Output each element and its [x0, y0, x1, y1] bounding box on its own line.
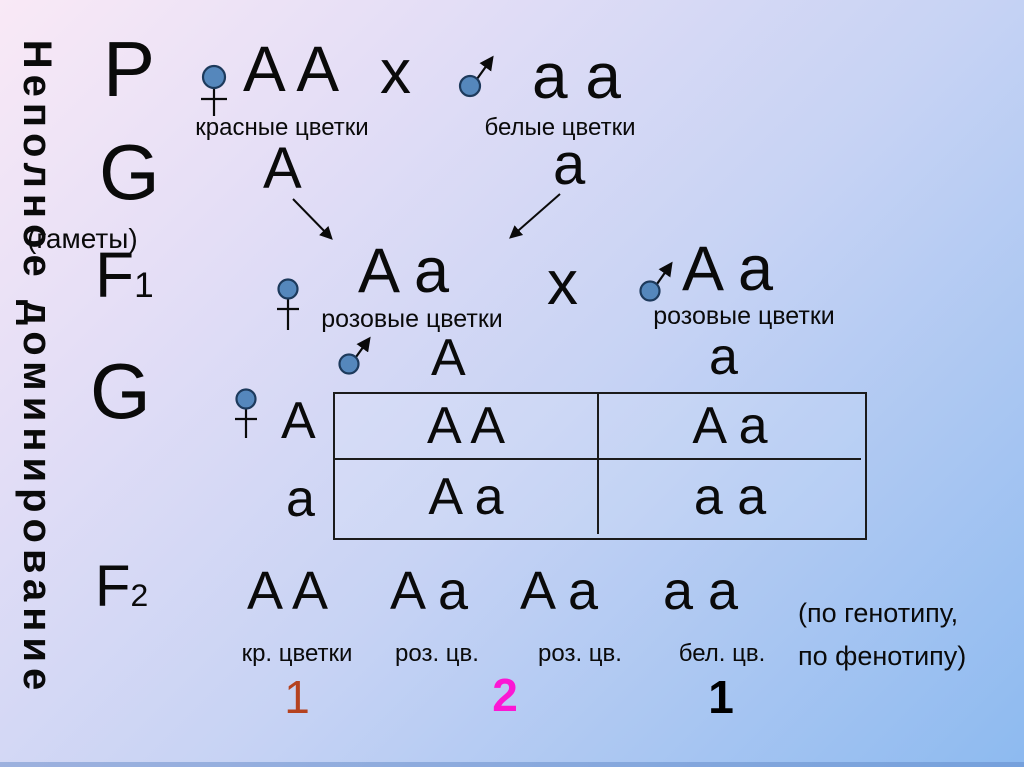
f2-ratio-pink: 2 — [492, 669, 518, 721]
f2-phenotype-2: роз. цв. — [395, 640, 479, 667]
gametes-note: (гаметы) — [27, 223, 138, 254]
punnett-cell-aa: a a — [693, 468, 767, 526]
f1-right-genotype: A a — [682, 234, 774, 304]
f2-ratio-red: 1 — [284, 671, 310, 723]
male-symbol-table — [338, 336, 371, 375]
f1-letter: F — [95, 239, 135, 311]
f1-subscript: 1 — [134, 266, 154, 305]
f2-ratio-black: 1 — [708, 671, 734, 723]
punnett-row-header-A: A — [281, 392, 316, 450]
p-male-genotype: a a — [532, 40, 621, 112]
f2-phenotype-3: роз. цв. — [538, 640, 622, 667]
gamete-arrow-right — [509, 193, 561, 239]
female-symbol-f1 — [277, 278, 299, 330]
f1-left-phenotype-label: розовые цветки — [321, 305, 503, 333]
row-label-p: P — [103, 25, 156, 113]
punnett-cell-Aa-top: A a — [599, 394, 861, 460]
male-symbol-p — [458, 55, 494, 98]
f2-phenotype-4: бел. цв. — [678, 640, 766, 667]
punnett-square: A A A a A a a a — [333, 392, 867, 540]
punnett-col-header-A: A — [431, 329, 466, 387]
f1-cross-sign: x — [547, 249, 578, 318]
slide-bottom-edge — [0, 762, 1024, 767]
f1-right-phenotype-label: розовые цветки — [653, 302, 835, 330]
male-symbol-f1 — [639, 261, 673, 302]
f2-genotype-4: a a — [663, 561, 739, 621]
punnett-col-header-a: a — [709, 328, 738, 386]
p-female-phenotype-label: красные цветки — [195, 114, 369, 141]
punnett-row-header-a: a — [286, 470, 315, 528]
row-label-f2: F2 — [95, 558, 148, 616]
p-cross-sign: x — [380, 38, 411, 107]
row-label-f1: F1 — [95, 243, 154, 307]
punnett-cell-AA: A A — [335, 394, 599, 460]
ratio-note: (по генотипу, по фенотипу) — [798, 592, 966, 678]
vertical-title: Неполное доминирование — [15, 39, 59, 697]
gamete-arrow-left — [292, 198, 333, 240]
female-symbol-table — [235, 388, 257, 438]
f2-phenotype-1: кр. цветки — [241, 640, 353, 667]
f2-genotype-3: A a — [520, 561, 599, 621]
p-male-phenotype-label: белые цветки — [484, 114, 636, 141]
ratio-note-line1: (по генотипу, — [798, 598, 959, 628]
female-symbol-p — [201, 64, 227, 116]
p-female-genotype: A A — [243, 33, 340, 105]
row-label-g2: G — [90, 347, 151, 435]
punnett-cell-Aa-bottom: A a — [335, 460, 599, 534]
g1-male-gamete: a — [553, 132, 586, 197]
g1-female-gamete: A — [263, 136, 302, 201]
ratio-note-line2: по фенотипу) — [798, 641, 967, 672]
f2-genotype-1: A A — [247, 561, 329, 621]
f1-left-genotype: A a — [358, 236, 450, 306]
row-label-g1: G — [99, 128, 160, 216]
f2-subscript: 2 — [130, 577, 149, 613]
f2-letter: F — [95, 554, 131, 619]
f2-genotype-2: A a — [390, 561, 469, 621]
